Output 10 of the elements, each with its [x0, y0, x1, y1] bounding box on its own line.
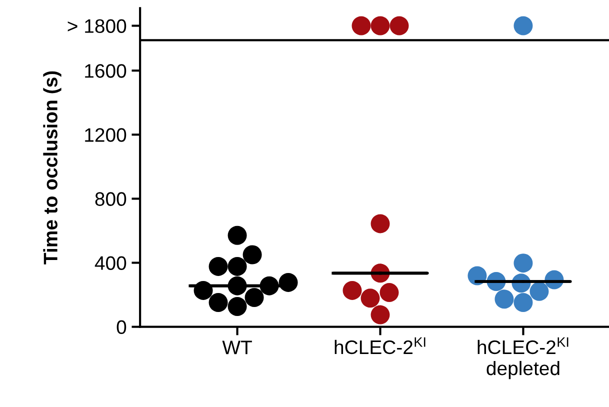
- y-axis-title: Time to occlusion (s): [43, 71, 62, 264]
- y-tick-label: 1200: [85, 128, 126, 142]
- x-tick-label: hCLEC-2$^{KI}$ depleted: [478, 337, 568, 380]
- x-tick-label: hCLEC-2$^{KI}$: [334, 337, 426, 354]
- y-tick-label: 1600: [85, 64, 126, 78]
- y-tick-label: 0: [116, 320, 126, 334]
- y-tick-label: 800: [95, 192, 126, 206]
- y-tick-label: 400: [94, 256, 126, 270]
- y-tick-label: > 1800: [68, 19, 126, 33]
- x-tick-label: WT: [222, 340, 252, 354]
